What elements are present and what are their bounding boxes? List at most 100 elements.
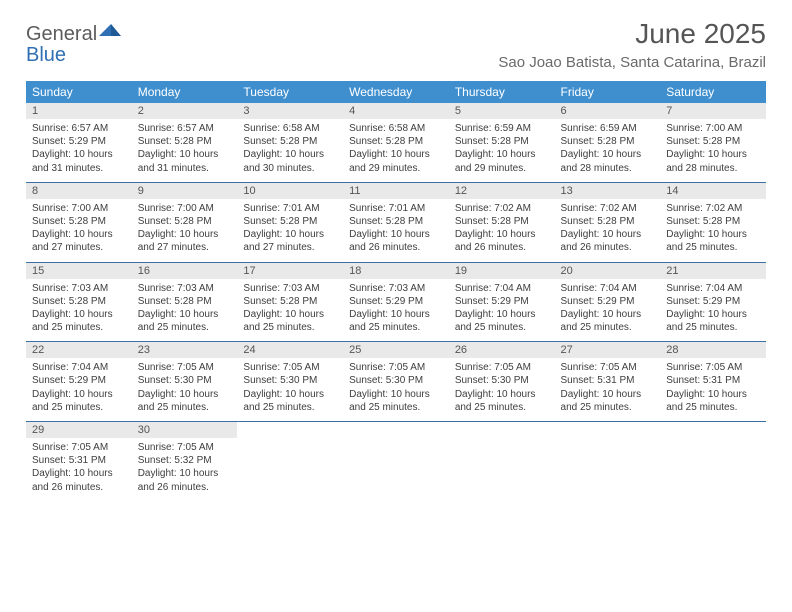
day-number: 13 [555,183,661,199]
day-line-sr: Sunrise: 7:03 AM [138,282,232,295]
day-body: Sunrise: 7:05 AMSunset: 5:32 PMDaylight:… [132,438,238,501]
day-line-sr: Sunrise: 7:00 AM [32,202,126,215]
day-line-ss: Sunset: 5:30 PM [455,374,549,387]
day-line-d1: Daylight: 10 hours [138,308,232,321]
day-body: Sunrise: 7:03 AMSunset: 5:28 PMDaylight:… [237,279,343,342]
day-line-sr: Sunrise: 7:05 AM [561,361,655,374]
day-line-sr: Sunrise: 6:57 AM [138,122,232,135]
day-number: 19 [449,263,555,279]
day-number: 9 [132,183,238,199]
day-body: Sunrise: 7:04 AMSunset: 5:29 PMDaylight:… [449,279,555,342]
day-number: 28 [660,342,766,358]
day-body: Sunrise: 7:01 AMSunset: 5:28 PMDaylight:… [237,199,343,262]
day-line-d2: and 27 minutes. [138,241,232,254]
day-line-d1: Daylight: 10 hours [32,467,126,480]
day-line-d1: Daylight: 10 hours [561,228,655,241]
day-cell [555,422,661,501]
day-cell: 22Sunrise: 7:04 AMSunset: 5:29 PMDayligh… [26,342,132,422]
day-number: 3 [237,103,343,119]
week-row: 22Sunrise: 7:04 AMSunset: 5:29 PMDayligh… [26,342,766,422]
day-cell: 3Sunrise: 6:58 AMSunset: 5:28 PMDaylight… [237,103,343,182]
day-line-sr: Sunrise: 6:59 AM [561,122,655,135]
day-cell: 27Sunrise: 7:05 AMSunset: 5:31 PMDayligh… [555,342,661,422]
day-line-d2: and 30 minutes. [243,162,337,175]
day-body: Sunrise: 7:02 AMSunset: 5:28 PMDaylight:… [555,199,661,262]
day-line-ss: Sunset: 5:28 PM [666,135,760,148]
day-line-d1: Daylight: 10 hours [455,388,549,401]
day-cell: 14Sunrise: 7:02 AMSunset: 5:28 PMDayligh… [660,182,766,262]
day-line-ss: Sunset: 5:30 PM [243,374,337,387]
day-body: Sunrise: 7:05 AMSunset: 5:31 PMDaylight:… [660,358,766,421]
day-line-ss: Sunset: 5:31 PM [561,374,655,387]
day-line-d2: and 25 minutes. [666,321,760,334]
day-cell: 11Sunrise: 7:01 AMSunset: 5:28 PMDayligh… [343,182,449,262]
dow-header: Thursday [449,81,555,103]
day-line-ss: Sunset: 5:28 PM [32,215,126,228]
day-line-d1: Daylight: 10 hours [243,228,337,241]
dow-header: Tuesday [237,81,343,103]
day-body: Sunrise: 6:58 AMSunset: 5:28 PMDaylight:… [343,119,449,182]
day-cell: 13Sunrise: 7:02 AMSunset: 5:28 PMDayligh… [555,182,661,262]
day-line-sr: Sunrise: 6:58 AM [349,122,443,135]
day-line-sr: Sunrise: 7:02 AM [455,202,549,215]
day-number: 29 [26,422,132,438]
day-body: Sunrise: 7:04 AMSunset: 5:29 PMDaylight:… [26,358,132,421]
day-line-sr: Sunrise: 7:05 AM [32,441,126,454]
day-line-ss: Sunset: 5:28 PM [349,135,443,148]
day-number: 22 [26,342,132,358]
day-line-d2: and 25 minutes. [32,321,126,334]
day-body: Sunrise: 7:00 AMSunset: 5:28 PMDaylight:… [660,119,766,182]
day-cell: 8 Sunrise: 7:00 AMSunset: 5:28 PMDaylight… [26,182,132,262]
day-line-sr: Sunrise: 7:01 AM [349,202,443,215]
day-cell: 21Sunrise: 7:04 AMSunset: 5:29 PMDayligh… [660,262,766,342]
day-body: Sunrise: 6:59 AMSunset: 5:28 PMDaylight:… [555,119,661,182]
day-line-d2: and 25 minutes. [455,321,549,334]
day-cell: 16Sunrise: 7:03 AMSunset: 5:28 PMDayligh… [132,262,238,342]
day-line-d1: Daylight: 10 hours [666,148,760,161]
day-line-ss: Sunset: 5:28 PM [666,215,760,228]
day-line-ss: Sunset: 5:29 PM [666,295,760,308]
day-line-ss: Sunset: 5:28 PM [243,135,337,148]
day-line-d2: and 25 minutes. [349,401,443,414]
day-body: Sunrise: 7:01 AMSunset: 5:28 PMDaylight:… [343,199,449,262]
day-number: 6 [555,103,661,119]
day-line-sr: Sunrise: 7:01 AM [243,202,337,215]
day-cell [449,422,555,501]
day-line-d2: and 26 minutes. [32,481,126,494]
day-line-d2: and 26 minutes. [561,241,655,254]
day-number: 8 [26,183,132,199]
day-line-d1: Daylight: 10 hours [349,308,443,321]
day-line-ss: Sunset: 5:28 PM [243,215,337,228]
day-line-ss: Sunset: 5:28 PM [455,215,549,228]
dow-header: Monday [132,81,238,103]
day-cell: 1Sunrise: 6:57 AMSunset: 5:29 PMDaylight… [26,103,132,182]
day-number: 14 [660,183,766,199]
day-line-d1: Daylight: 10 hours [32,148,126,161]
day-line-sr: Sunrise: 7:05 AM [243,361,337,374]
day-line-d2: and 27 minutes. [32,241,126,254]
day-line-ss: Sunset: 5:28 PM [243,295,337,308]
day-line-d2: and 25 minutes. [138,401,232,414]
day-line-d1: Daylight: 10 hours [243,388,337,401]
day-line-d1: Daylight: 10 hours [349,388,443,401]
day-line-ss: Sunset: 5:29 PM [32,135,126,148]
day-number: 23 [132,342,238,358]
day-body: Sunrise: 7:03 AMSunset: 5:29 PMDaylight:… [343,279,449,342]
day-cell: 2Sunrise: 6:57 AMSunset: 5:28 PMDaylight… [132,103,238,182]
day-line-d2: and 28 minutes. [666,162,760,175]
title-block: June 2025 Sao Joao Batista, Santa Catari… [498,18,766,71]
day-line-d1: Daylight: 10 hours [666,308,760,321]
day-line-sr: Sunrise: 6:58 AM [243,122,337,135]
day-line-d1: Daylight: 10 hours [455,148,549,161]
day-number: 26 [449,342,555,358]
day-cell: 30Sunrise: 7:05 AMSunset: 5:32 PMDayligh… [132,422,238,501]
location-text: Sao Joao Batista, Santa Catarina, Brazil [498,54,766,71]
day-line-d2: and 26 minutes. [455,241,549,254]
day-line-sr: Sunrise: 7:05 AM [666,361,760,374]
day-line-sr: Sunrise: 7:02 AM [561,202,655,215]
day-cell: 19Sunrise: 7:04 AMSunset: 5:29 PMDayligh… [449,262,555,342]
day-cell [343,422,449,501]
day-line-d1: Daylight: 10 hours [138,467,232,480]
day-line-d1: Daylight: 10 hours [32,228,126,241]
day-line-ss: Sunset: 5:28 PM [138,215,232,228]
